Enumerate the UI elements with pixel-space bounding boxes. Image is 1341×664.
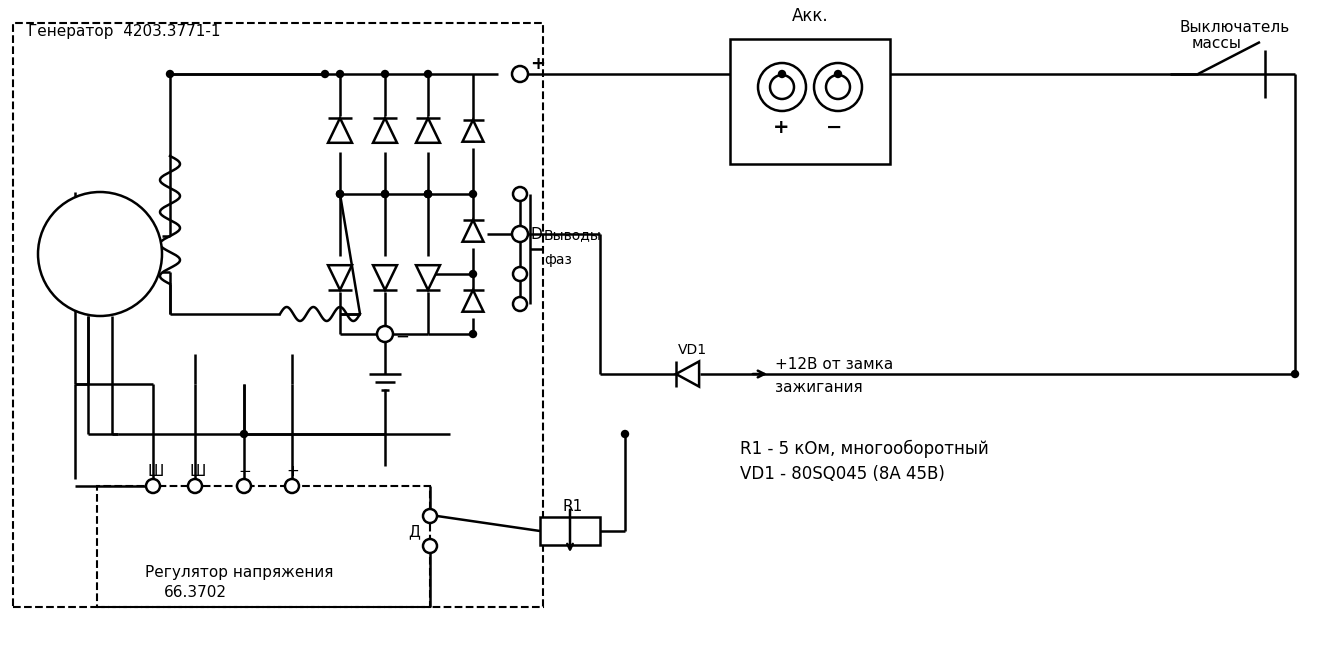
Polygon shape <box>416 118 440 143</box>
Circle shape <box>758 63 806 111</box>
Circle shape <box>469 191 476 197</box>
Text: +: + <box>772 118 790 137</box>
Circle shape <box>512 66 528 82</box>
Bar <box>730 39 890 164</box>
Circle shape <box>514 187 527 201</box>
Circle shape <box>1291 371 1298 378</box>
Circle shape <box>381 191 389 197</box>
Circle shape <box>834 70 842 78</box>
Circle shape <box>286 479 299 493</box>
Circle shape <box>779 70 786 78</box>
Circle shape <box>425 70 432 78</box>
Circle shape <box>621 430 629 438</box>
Circle shape <box>512 226 528 242</box>
Text: −: − <box>237 464 251 479</box>
Circle shape <box>38 192 162 316</box>
Circle shape <box>425 191 432 197</box>
Circle shape <box>146 479 160 493</box>
Circle shape <box>770 75 794 99</box>
Text: +: + <box>286 464 299 479</box>
Circle shape <box>425 191 432 197</box>
Circle shape <box>514 267 527 281</box>
Text: массы: массы <box>1192 36 1242 51</box>
Circle shape <box>514 297 527 311</box>
Text: Акк.: Акк. <box>791 7 829 25</box>
Text: VD1: VD1 <box>679 343 707 357</box>
Polygon shape <box>676 361 699 386</box>
Circle shape <box>337 191 343 197</box>
Text: −: − <box>396 328 409 346</box>
Text: 66.3702: 66.3702 <box>164 585 227 600</box>
Bar <box>540 517 599 545</box>
Text: Выключатель: Выключатель <box>1180 20 1290 35</box>
Text: Выводы: Выводы <box>544 228 602 242</box>
Polygon shape <box>463 220 484 242</box>
Circle shape <box>377 326 393 342</box>
Circle shape <box>422 509 437 523</box>
Bar <box>97 486 430 607</box>
Circle shape <box>240 430 248 438</box>
Circle shape <box>188 479 202 493</box>
Text: −: − <box>826 118 842 137</box>
Polygon shape <box>463 290 484 311</box>
Circle shape <box>469 331 476 337</box>
Circle shape <box>322 70 329 78</box>
Circle shape <box>166 70 173 78</box>
Circle shape <box>469 270 476 278</box>
Circle shape <box>826 75 850 99</box>
Circle shape <box>422 539 437 553</box>
Circle shape <box>337 70 343 78</box>
Text: Генератор  4203.3771-1: Генератор 4203.3771-1 <box>28 24 220 39</box>
Text: Ш: Ш <box>189 464 205 479</box>
Circle shape <box>814 63 862 111</box>
Text: D: D <box>530 227 542 242</box>
Text: R1: R1 <box>562 499 582 514</box>
Text: Д: Д <box>408 524 420 539</box>
Text: +: + <box>530 55 544 73</box>
Circle shape <box>381 70 389 78</box>
Bar <box>13 23 543 607</box>
Polygon shape <box>329 265 351 290</box>
Text: Регулятор напряжения: Регулятор напряжения <box>145 565 334 580</box>
Polygon shape <box>329 118 351 143</box>
Text: Ш: Ш <box>148 464 164 479</box>
Polygon shape <box>463 120 484 141</box>
Text: R1 - 5 кОм, многооборотный: R1 - 5 кОм, многооборотный <box>740 440 988 458</box>
Circle shape <box>337 191 343 197</box>
Text: фаз: фаз <box>544 253 571 267</box>
Circle shape <box>425 191 432 197</box>
Polygon shape <box>373 118 397 143</box>
Polygon shape <box>373 265 397 290</box>
Circle shape <box>237 479 251 493</box>
Polygon shape <box>416 265 440 290</box>
Text: зажигания: зажигания <box>775 380 862 395</box>
Text: VD1 - 80SQ045 (8А 45В): VD1 - 80SQ045 (8А 45В) <box>740 465 945 483</box>
Text: +12В от замка: +12В от замка <box>775 357 893 372</box>
Circle shape <box>381 191 389 197</box>
